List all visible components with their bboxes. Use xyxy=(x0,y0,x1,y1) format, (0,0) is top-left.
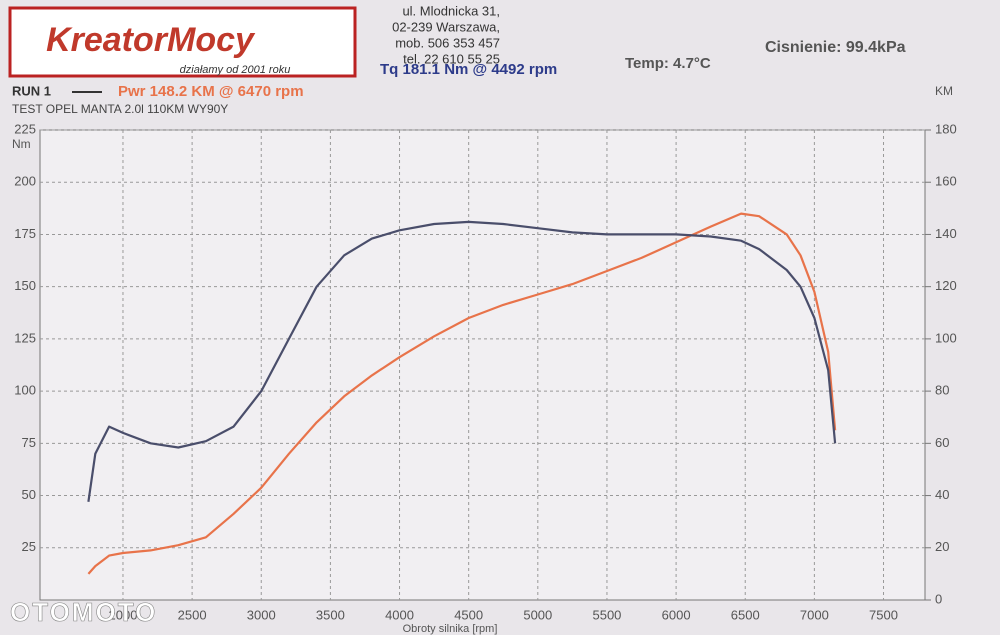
address-line: tel. 22 610 55 25 xyxy=(403,51,500,66)
y2-tick-label: 100 xyxy=(935,330,957,345)
x-tick-label: 6000 xyxy=(662,607,691,622)
legend-torque: Tq 181.1 Nm @ 4492 rpm xyxy=(380,61,557,78)
y2-tick-label: 0 xyxy=(935,591,942,606)
y2-tick-label: 120 xyxy=(935,278,957,293)
x-tick-label: 3000 xyxy=(247,607,276,622)
y-tick-label: 150 xyxy=(14,278,36,293)
x-tick-label: 5000 xyxy=(523,607,552,622)
legend-power: Pwr 148.2 KM @ 6470 rpm xyxy=(118,83,304,100)
y-tick-label: 175 xyxy=(14,226,36,241)
address-line: mob. 506 353 457 xyxy=(395,35,500,50)
plot-area xyxy=(39,129,926,601)
y-tick-label: 100 xyxy=(14,383,36,398)
chart-title: TEST OPEL MANTA 2.0l 110KM WY90Y xyxy=(12,102,228,116)
series-line xyxy=(87,220,837,502)
plot: 2000 2500 3000 3500 4000 4500 5000 5500 6000 6500… xyxy=(14,121,956,622)
y2-axis-label: KM xyxy=(935,84,953,98)
logo-box xyxy=(8,6,357,78)
logo: KreatorMocy xyxy=(46,21,256,59)
y2-tick-label: 60 xyxy=(935,435,949,450)
x-tick-label: 7500 xyxy=(869,607,898,622)
pressure: Cisnienie: 99.4kPa xyxy=(765,39,906,56)
address-line: ul. Mlodnicka 31, xyxy=(402,3,500,18)
y2-tick-label: 20 xyxy=(935,539,949,554)
y-tick-label: 50 xyxy=(22,487,36,502)
y-axis-label: Nm xyxy=(12,137,31,151)
y-tick-label: 225 xyxy=(14,121,36,136)
x-tick-label: 7000 xyxy=(800,607,829,622)
series-line xyxy=(87,212,837,575)
x-tick-label: 4000 xyxy=(385,607,414,622)
y2-tick-label: 160 xyxy=(935,174,957,189)
x-tick-label: 6500 xyxy=(731,607,760,622)
slogan: działamy od 2001 roku xyxy=(180,64,291,76)
temp: Temp: 4.7°C xyxy=(625,55,711,72)
x-tick-label: 5500 xyxy=(592,607,621,622)
y-tick-label: 125 xyxy=(14,330,36,345)
y-tick-label: 75 xyxy=(22,435,36,450)
y2-tick-label: 140 xyxy=(935,226,957,241)
address-line: 02-239 Warszawa, xyxy=(392,19,500,34)
run-label: RUN 1 xyxy=(12,83,51,98)
x-tick-label: 2000 xyxy=(109,607,138,622)
x-tick-label: 2500 xyxy=(178,607,207,622)
y2-tick-label: 80 xyxy=(935,383,949,398)
y-tick-label: 200 xyxy=(14,174,36,189)
x-tick-label: 4500 xyxy=(454,607,483,622)
y2-tick-label: 180 xyxy=(935,121,957,136)
watermark: OTOMOTO xyxy=(10,597,157,627)
x-tick-label: 3500 xyxy=(316,607,345,622)
x-axis-label: Obroty silnika [rpm] xyxy=(403,623,498,635)
y-tick-label: 25 xyxy=(22,539,36,554)
y2-tick-label: 40 xyxy=(935,487,949,502)
